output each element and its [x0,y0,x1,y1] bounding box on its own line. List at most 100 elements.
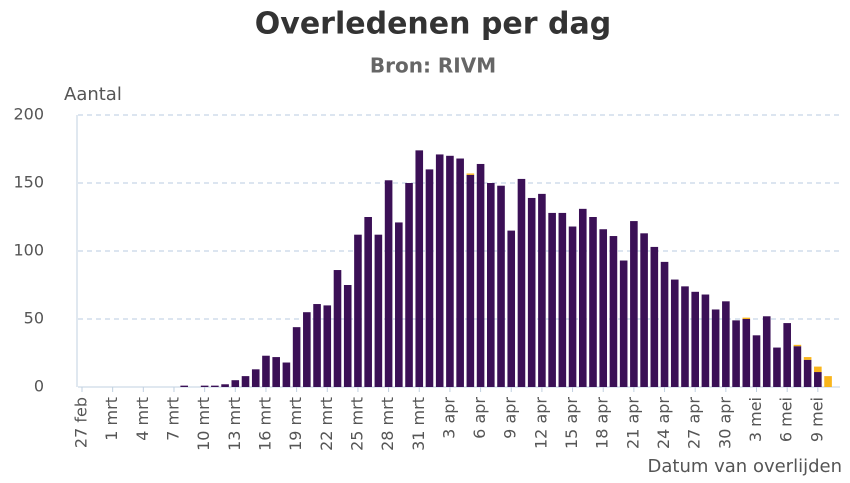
bar-segment [773,347,781,387]
bar-segment [681,286,689,387]
bar-segment [619,260,628,387]
bar-segment [824,376,832,387]
x-tick-label: 15 apr [562,397,581,449]
bar-segment [476,163,485,387]
bar-segment [425,169,434,387]
bar-segment [670,279,679,387]
bar-segment [415,150,424,387]
bar-segment [650,246,659,387]
bar-segment [762,316,771,387]
x-tick-label: 6 mei [777,397,796,442]
bar-segment [282,362,291,387]
bar-segment [538,193,546,387]
x-tick-label: 10 mrt [194,397,213,451]
x-tick-label: 16 mrt [255,397,274,451]
x-tick-label: 30 apr [715,397,734,449]
bar-segment [507,230,516,387]
bar-segment [722,301,730,387]
bar-segment [742,319,751,387]
bar-segment [517,178,526,387]
x-tick-label: 7 mrt [163,397,182,441]
bar-segment [262,355,270,387]
x-tick-label: 28 mrt [378,397,397,451]
x-tick-label: 24 apr [654,397,673,449]
x-tick-label: 12 apr [531,397,550,449]
x-tick-label: 6 apr [470,397,489,439]
bar-segment [456,158,464,387]
bar-segment [630,221,638,387]
bar-segment [701,294,710,387]
bar-segment [609,236,618,387]
bar-segment [272,357,280,387]
bar-segment [211,385,219,387]
bar-segment [783,323,791,387]
bar-segment [814,366,822,373]
bar-segment [732,320,740,387]
bar-segment [527,197,536,387]
x-tick-label: 25 mrt [347,397,366,451]
chart-subtitle: Bron: RIVM [370,54,496,78]
bar-segment [640,233,648,387]
bar-segment [384,180,393,387]
bar-segment [589,217,597,387]
x-tick-label: 9 apr [501,397,520,439]
bar-segment [599,229,608,387]
bar-segment [814,372,822,387]
bar-segment [180,385,188,387]
x-tick-label: 22 mrt [317,397,336,451]
bar-segment [497,185,505,387]
bar-segment [395,222,403,387]
x-tick-label: 13 mrt [225,397,244,451]
x-tick-label: 27 apr [685,397,704,449]
bar-segment [446,155,454,387]
bar-segment [241,376,250,387]
bar-segment [333,270,342,387]
bar-segment [466,174,475,387]
x-tick-label: 3 mei [746,397,765,442]
bar-segment [303,312,311,387]
bar-segment [200,385,209,387]
bar-segment [313,304,321,387]
bar-segment [752,335,761,387]
bar-segment [231,380,240,387]
bar-segment [466,173,475,175]
bar-segment [364,217,372,387]
bar-segment [711,309,720,387]
y-tick-label: 150 [13,173,44,192]
bar-segment [354,234,362,387]
bar-segment [292,327,301,387]
bar-segment [435,154,444,387]
bar-segment [803,357,812,360]
bar-segment [323,305,332,387]
x-tick-label: 18 apr [593,397,612,449]
bar-segment [221,384,229,387]
bar-segment [660,261,669,387]
chart-title: Overledenen per dag [255,7,611,42]
bar-segment [578,208,587,387]
bar-segment [405,183,413,387]
bar-segment [343,285,352,387]
x-tick-label: 1 mrt [102,397,121,441]
bar-segment [691,291,699,387]
bar-segment [558,212,567,387]
bar-segment [548,212,556,387]
x-tick-label: 31 mrt [409,397,428,451]
bar-segment [251,369,260,387]
x-tick-label: 4 mrt [133,397,152,441]
y-tick-label: 200 [13,105,44,124]
bar-segment [374,234,383,387]
y-tick-label: 0 [34,377,44,396]
y-tick-label: 100 [13,241,44,260]
bar-segment [793,346,802,387]
bar-segment [487,183,495,387]
y-tick-label: 50 [24,309,44,328]
bar-segment [803,359,812,387]
bar-segment [742,317,751,319]
bar-segment [793,344,802,347]
x-tick-label: 21 apr [623,397,642,449]
bar-segment [568,226,577,387]
x-tick-label: 9 mei [807,397,826,442]
x-axis-title: Datum van overlijden [648,456,842,477]
